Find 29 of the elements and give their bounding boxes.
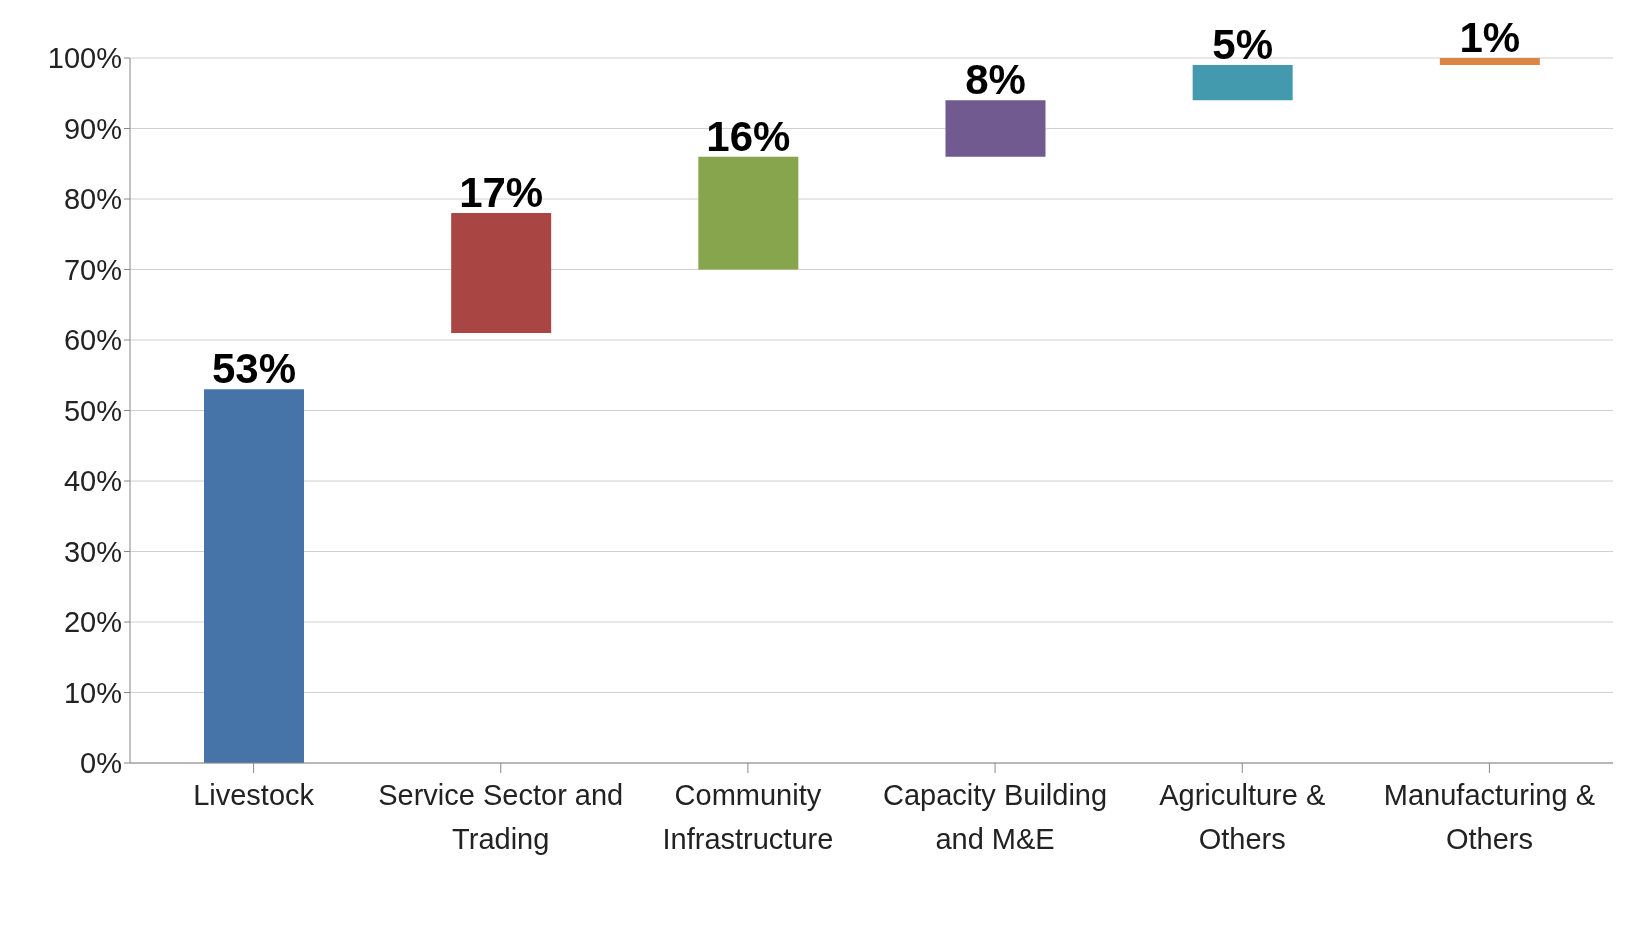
bar — [698, 156, 799, 270]
y-tick-label: 90% — [63, 112, 122, 145]
bar — [945, 100, 1046, 157]
y-tick-label: 80% — [63, 183, 122, 216]
data-label: 8% — [965, 56, 1026, 104]
x-tick-label: Service Sector and Trading — [378, 779, 624, 855]
x-tick-label: Agriculture & Others — [1159, 779, 1326, 855]
data-label: 5% — [1212, 21, 1274, 69]
bar — [451, 213, 552, 333]
x-tick-label: Manufacturing & Others — [1383, 779, 1595, 855]
y-tick-label: 30% — [63, 535, 122, 568]
data-label: 17% — [459, 169, 544, 217]
bar — [1439, 58, 1540, 66]
y-tick-label: 20% — [63, 606, 122, 639]
y-tick-label: 70% — [63, 253, 122, 286]
bar — [204, 389, 304, 763]
data-label: 1% — [1459, 14, 1521, 61]
x-tick-label: Capacity Building and M&E — [883, 779, 1108, 855]
x-tick-label: Community Infrastructure — [662, 779, 834, 855]
x-tick-label: Livestock — [193, 779, 315, 811]
y-tick-label: 50% — [63, 394, 122, 427]
bar — [1192, 65, 1293, 101]
y-tick-label: 0% — [80, 747, 122, 780]
y-tick-label: 10% — [63, 676, 122, 709]
y-tick-label: 40% — [63, 465, 122, 498]
y-tick-label: 60% — [63, 324, 122, 357]
y-tick-label: 100% — [47, 42, 122, 75]
data-label: 53% — [211, 345, 297, 393]
data-label: 16% — [706, 112, 791, 160]
